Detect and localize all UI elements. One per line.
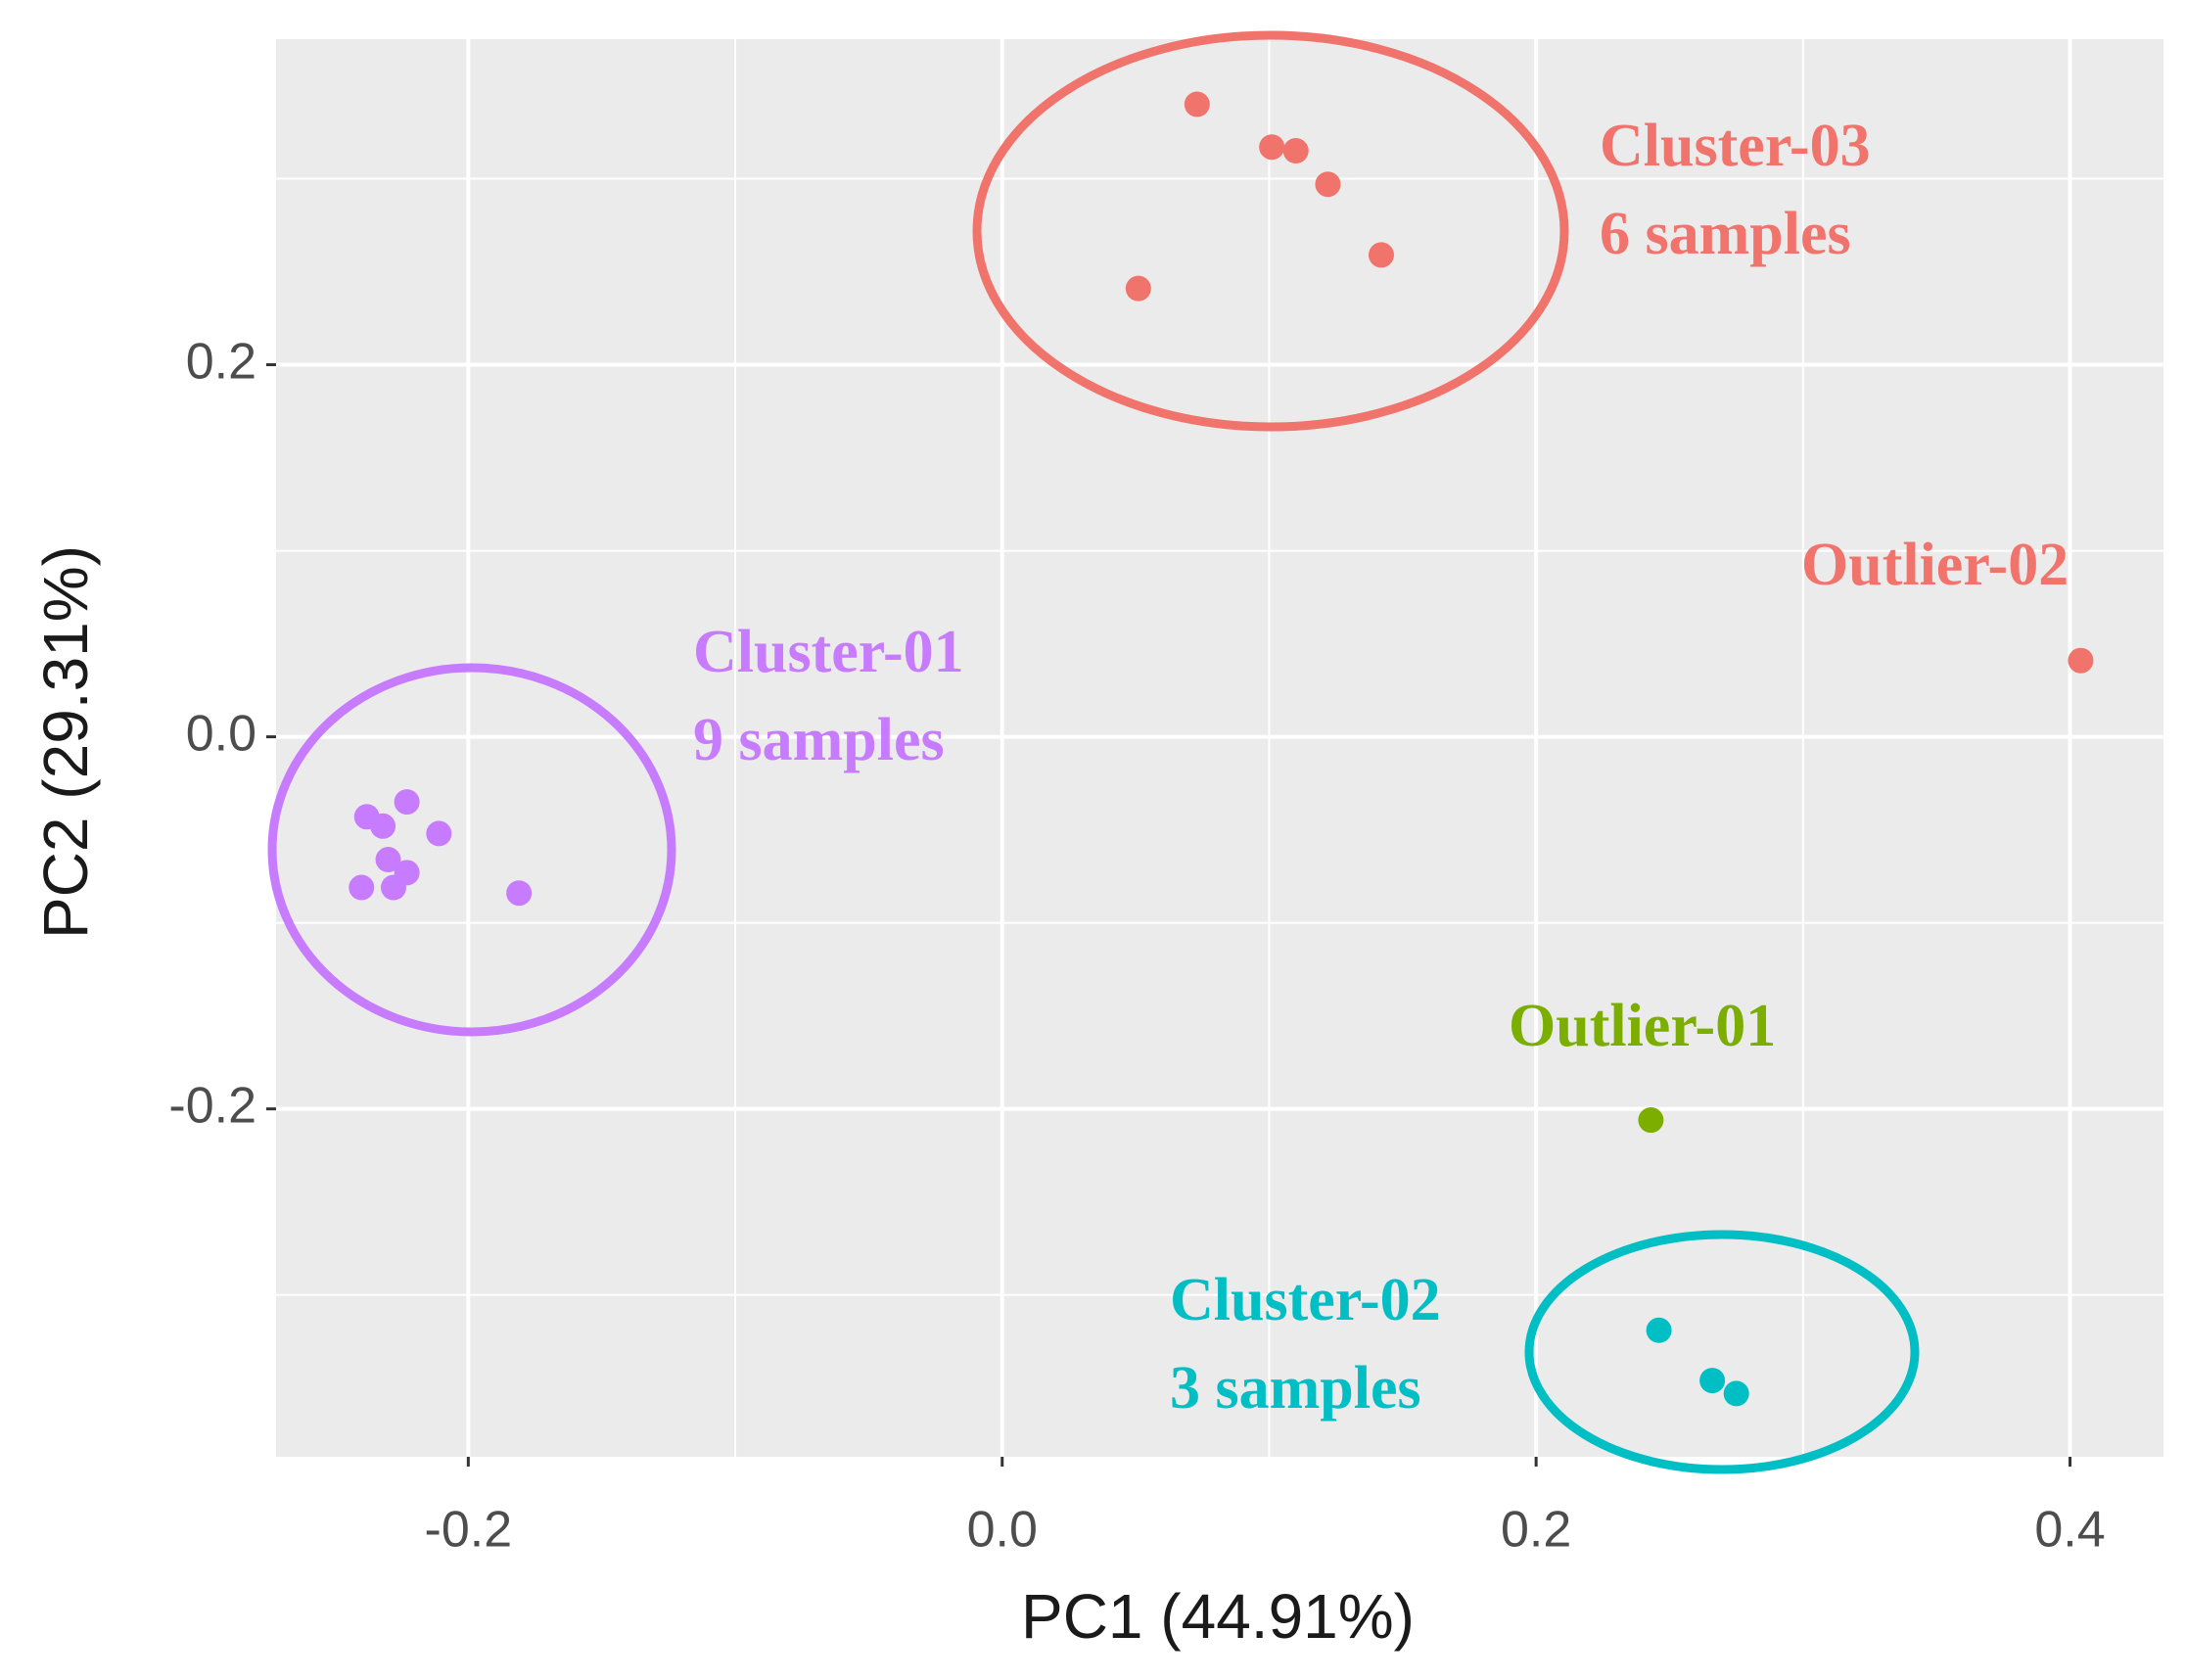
plot-panel <box>276 39 2163 1457</box>
cluster-label: Cluster-01 <box>693 619 964 685</box>
cluster-label: Cluster-03 <box>1600 113 1871 179</box>
cluster-samples: 3 samples <box>1170 1355 1421 1422</box>
point <box>394 789 420 816</box>
cluster-label: Outlier-02 <box>1801 532 2069 598</box>
x-tick-label: -0.2 <box>425 1502 513 1559</box>
cluster-ellipse <box>1524 1230 1920 1474</box>
point <box>349 874 375 901</box>
point <box>2068 647 2094 674</box>
cluster-label: Outlier-01 <box>1509 993 1776 1059</box>
point <box>1723 1380 1749 1407</box>
point <box>370 813 396 839</box>
y-tick-label: -0.2 <box>168 1077 256 1134</box>
y-tick-label: 0.2 <box>186 333 256 390</box>
point <box>1184 91 1210 117</box>
y-axis-title: PC2 (29.31%) <box>30 545 101 939</box>
x-axis-title: PC1 (44.91%) <box>1021 1581 1415 1652</box>
x-tick-label: 0.4 <box>2034 1502 2105 1559</box>
cluster-ellipse <box>267 663 676 1037</box>
point <box>1259 134 1285 161</box>
y-tick-label: 0.0 <box>186 705 256 762</box>
point <box>506 880 533 907</box>
point <box>1282 138 1309 164</box>
point <box>1315 171 1341 198</box>
point <box>426 820 452 847</box>
point <box>375 847 401 873</box>
point <box>380 874 406 901</box>
cluster-label: Cluster-02 <box>1170 1267 1441 1333</box>
cluster-ellipse <box>972 30 1569 432</box>
x-tick-label: 0.2 <box>1501 1502 1571 1559</box>
point <box>1699 1368 1726 1394</box>
cluster-samples: 9 samples <box>693 707 945 773</box>
point <box>1646 1317 1672 1343</box>
point <box>1125 275 1151 302</box>
point <box>1368 242 1394 268</box>
point <box>1638 1107 1664 1134</box>
x-tick-label: 0.0 <box>967 1502 1038 1559</box>
cluster-samples: 6 samples <box>1600 201 1851 267</box>
